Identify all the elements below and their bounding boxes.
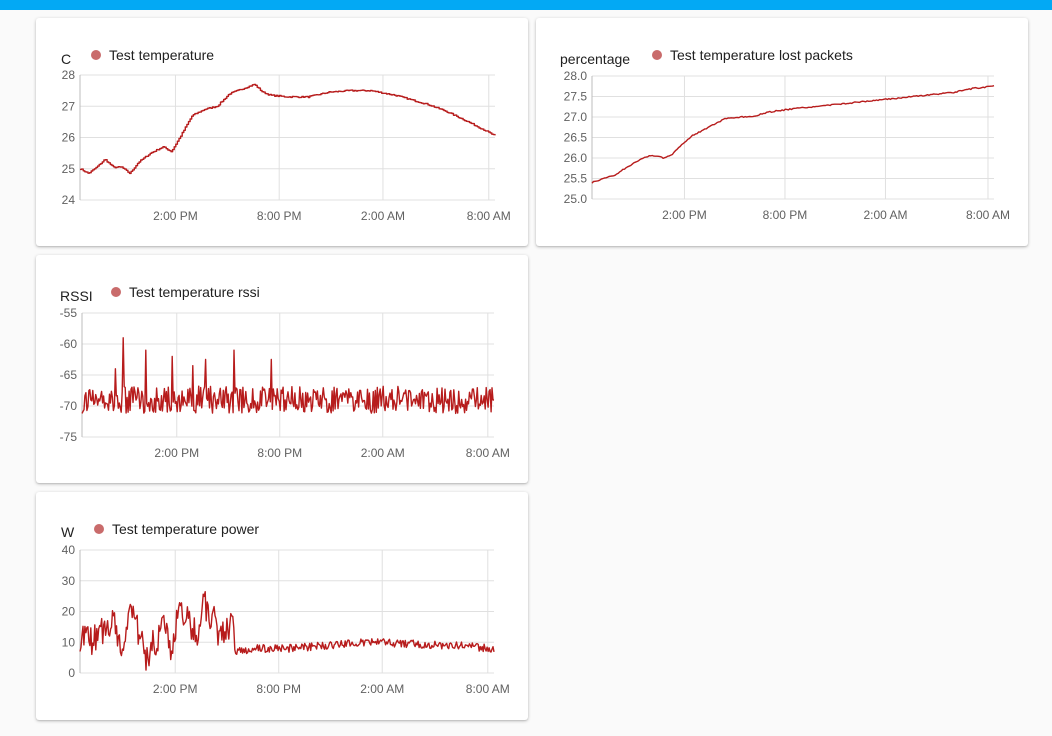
y-tick-label: 20 <box>62 605 76 619</box>
chart-card-rssi: RSSI Test temperature rssi -55 -60 -65 -70-… <box>36 255 528 483</box>
x-tick-label: 8:00 PM <box>763 208 808 222</box>
y-tick-label: -60 <box>60 337 78 351</box>
series-line <box>79 591 495 671</box>
x-tick-label: 8:00 AM <box>466 446 510 460</box>
rssi-line-chart[interactable]: -55 -60 -65 -70 -75 2:00 PM 8:00 PM 2:00 AM 8:00… <box>36 255 528 483</box>
x-tick-label: 2:00 AM <box>360 682 404 696</box>
x-tick-label: 8:00 AM <box>966 208 1010 222</box>
y-tick-label: -75 <box>60 430 78 444</box>
legend-label: Test temperature power <box>112 521 260 537</box>
legend-label: Test temperature rssi <box>129 284 260 300</box>
legend-color-dot <box>652 50 662 60</box>
legend-label: Test temperature <box>109 47 215 63</box>
legend-item-test-temperature[interactable]: Test temperature <box>91 47 214 63</box>
series-line <box>591 85 995 184</box>
y-axis-unit-label: percentage <box>560 51 631 67</box>
y-tick-label: 26.0 <box>564 151 588 165</box>
y-tick-label: 27.0 <box>564 110 588 124</box>
y-tick-label: 25.5 <box>564 172 588 186</box>
y-tick-label: 27 <box>62 99 76 113</box>
y-tick-label: 10 <box>62 635 76 649</box>
legend-color-dot <box>91 50 101 60</box>
y-tick-label: 30 <box>62 574 76 588</box>
y-tick-label: -65 <box>60 368 78 382</box>
x-tick-label: 8:00 PM <box>257 209 302 223</box>
x-tick-label: 2:00 PM <box>154 446 199 460</box>
y-tick-label: 0 <box>68 666 75 680</box>
x-tick-label: 2:00 PM <box>153 209 198 223</box>
y-tick-label: -55 <box>60 306 78 320</box>
y-tick-label: 40 <box>62 543 76 557</box>
x-tick-label: 8:00 AM <box>466 682 510 696</box>
y-axis-unit-label: W <box>61 524 75 540</box>
x-tick-label: 8:00 AM <box>467 209 511 223</box>
y-tick-label: 24 <box>62 193 76 207</box>
power-line-chart[interactable]: 40 30 20 10 0 2:00 PM 8:00 PM 2:00 AM 8:00 AM <box>36 492 528 720</box>
legend-label: Test temperature lost packets <box>670 47 853 63</box>
x-tick-label: 2:00 AM <box>361 209 405 223</box>
series-line <box>80 83 496 175</box>
temperature-line-chart[interactable]: 28 27 26 25 24 2:00 PM 8:00 PM 2:00 AM 8:00 AM <box>36 18 528 246</box>
series-line <box>81 337 495 415</box>
legend-color-dot <box>111 287 121 297</box>
y-tick-label: 28 <box>62 68 76 82</box>
legend-color-dot <box>94 524 104 534</box>
y-tick-label: 27.5 <box>564 90 588 104</box>
y-axis-unit-label: C <box>61 51 72 67</box>
y-tick-label: 28.0 <box>564 69 588 83</box>
header-bar <box>0 0 1052 10</box>
y-tick-label: 26 <box>62 131 76 145</box>
x-tick-label: 8:00 PM <box>257 446 302 460</box>
y-tick-label: 25.0 <box>564 192 588 206</box>
legend-item-lost-packets[interactable]: Test temperature lost packets <box>652 47 853 63</box>
x-tick-label: 2:00 AM <box>863 208 907 222</box>
y-axis-unit-label: RSSI <box>60 288 93 304</box>
x-tick-label: 2:00 PM <box>153 682 198 696</box>
x-tick-label: 2:00 PM <box>662 208 707 222</box>
legend-item-rssi[interactable]: Test temperature rssi <box>111 284 260 300</box>
y-tick-label: -70 <box>60 399 78 413</box>
chart-card-power: W Test temperature power 40 30 20 10 0 2:00 P… <box>36 492 528 720</box>
y-tick-label: 25 <box>62 162 76 176</box>
lost-packets-line-chart[interactable]: 28.0 27.5 27.0 26.5 26.0 25.5 25.0 2:00 PM 8:00 … <box>536 18 1028 246</box>
x-tick-label: 2:00 AM <box>361 446 405 460</box>
legend-item-power[interactable]: Test temperature power <box>94 521 259 537</box>
x-tick-label: 8:00 PM <box>256 682 301 696</box>
chart-card-lost-packets: percentage Test temperature lost packets… <box>536 18 1028 246</box>
chart-card-temperature: C Test temperature 28 27 26 25 24 2:00 PM 8:00… <box>36 18 528 246</box>
y-tick-label: 26.5 <box>564 131 588 145</box>
